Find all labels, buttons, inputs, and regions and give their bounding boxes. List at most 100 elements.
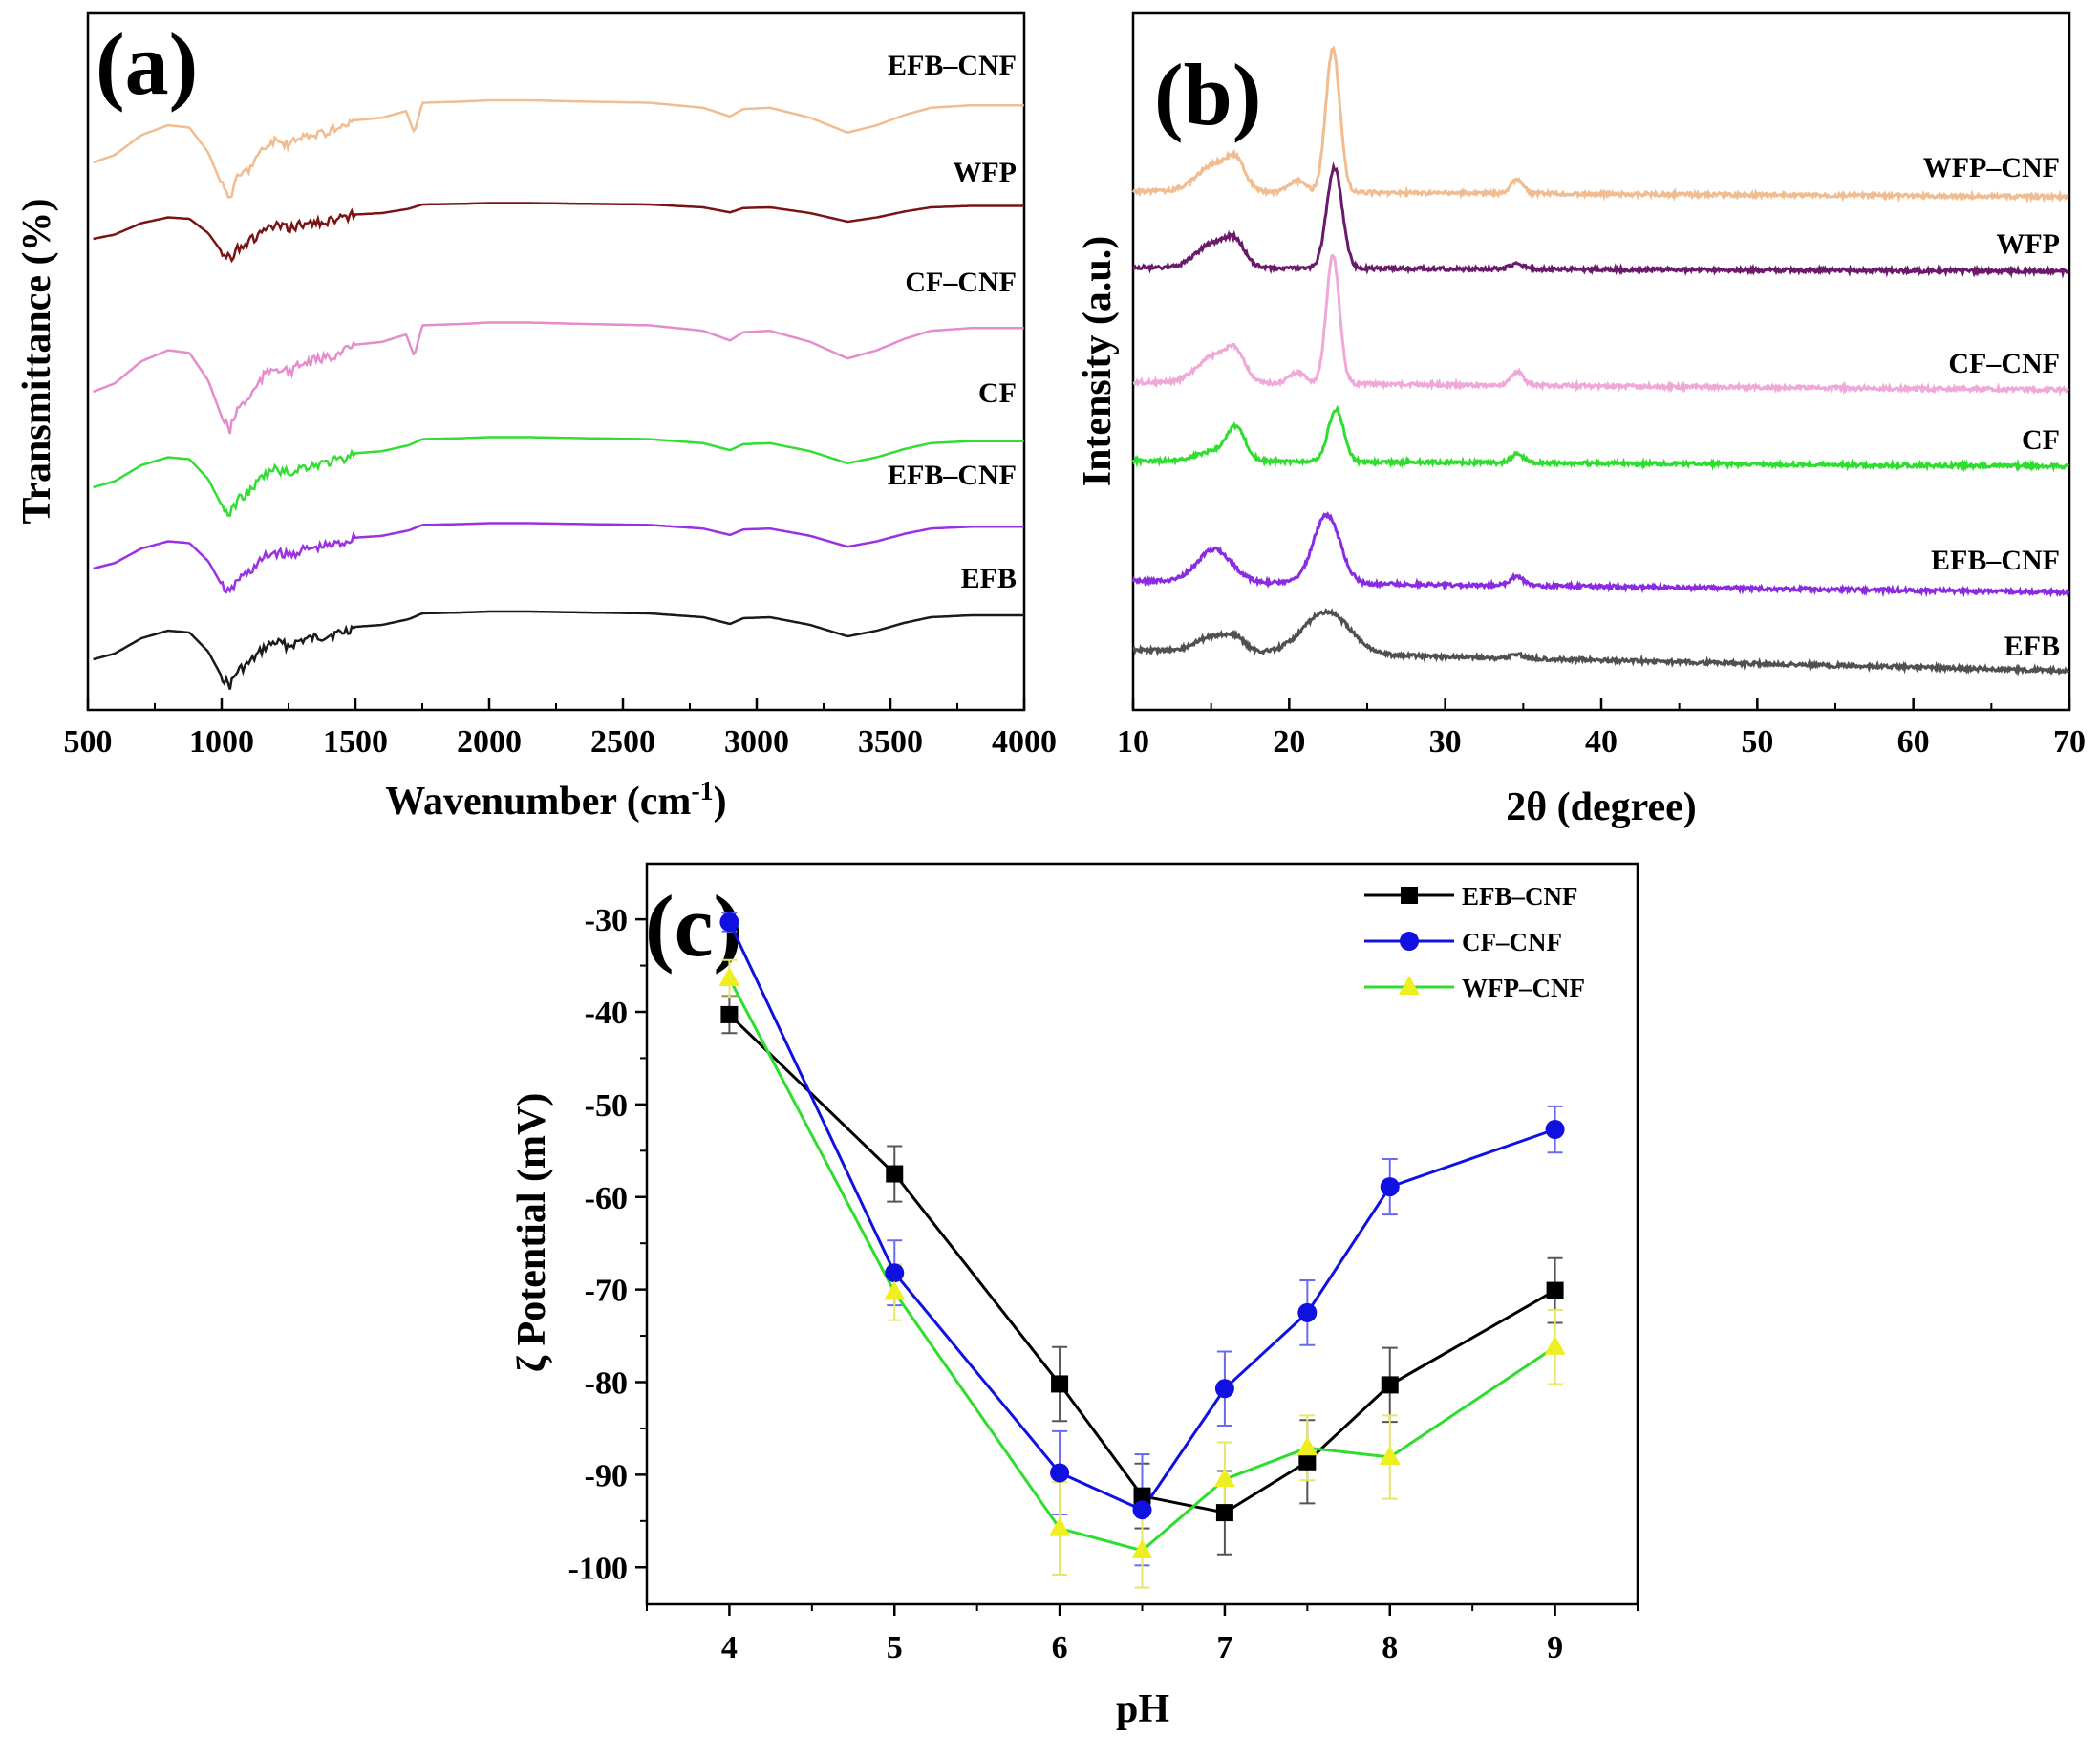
xrd-panel-label: (b): [1154, 46, 1261, 143]
zeta-point-wfp-cnf: [1296, 1436, 1318, 1456]
legend-label-efb-cnf: EFB–CNF: [1462, 882, 1578, 911]
zeta-point-efb-cnf: [1546, 1281, 1564, 1299]
zeta-x-axis-title: pH: [1116, 1687, 1169, 1731]
zeta-point-cf-cnf: [1297, 1302, 1318, 1322]
zeta-line-wfp-cnf: [728, 977, 1556, 1553]
zeta-point-wfp-cnf: [884, 1280, 906, 1300]
zeta-y-axis-title: ζ Potential (mV): [510, 1093, 554, 1373]
zeta-x-tick-label: 9: [1547, 1630, 1563, 1665]
xrd-trace-efb-cnf: [1131, 511, 2070, 598]
zeta-y-tick-label: -40: [585, 996, 628, 1031]
ftir-label-efb: EFB: [961, 563, 1017, 594]
zeta-point-efb-cnf: [1298, 1452, 1317, 1471]
xrd-trace-wfp-cnf: [1131, 45, 2069, 204]
ftir-x-tick-label: 2000: [457, 724, 522, 760]
ftir-trace-cf-cnf: [93, 321, 1024, 435]
zeta-x-tick-label: 6: [1052, 1630, 1068, 1665]
xrd-label-wfp: WFP: [1996, 228, 2060, 260]
zeta-point-cf-cnf: [1545, 1120, 1565, 1140]
zeta-y-tick-label: -30: [585, 903, 628, 938]
zeta-point-cf-cnf: [1380, 1177, 1400, 1197]
xrd-trace-cf-cnf: [1132, 253, 2069, 397]
xrd-plot-frame: [1131, 11, 2071, 712]
ftir-x-tick-label: 500: [64, 724, 113, 760]
zeta-point-wfp-cnf: [1213, 1468, 1235, 1488]
zeta-point-cf-cnf: [1132, 1500, 1152, 1520]
ftir-panel: (a) EFB EFB–CNF CF CF–CNF WFP EFB–CNF 50…: [15, 11, 1057, 825]
xrd-x-tick-label: 20: [1273, 724, 1305, 760]
xrd-x-tick-label: 40: [1585, 724, 1618, 760]
ftir-xlabel-main: Wavenumber (cm: [385, 780, 691, 824]
ftir-trace-efb-cnf: [93, 522, 1024, 594]
ftir-trace-efb-cnf-top: [93, 98, 1024, 199]
ftir-x-tick-label: 2500: [590, 724, 655, 760]
ftir-x-ticks: 500 1000 1500 2000 2500 3000 3500 4000: [64, 698, 1057, 760]
zeta-point-efb-cnf: [1051, 1375, 1069, 1393]
ftir-trace-efb: [93, 610, 1024, 690]
legend-marker-wfp-cnf: [1399, 976, 1420, 995]
zeta-point-efb-cnf: [1215, 1504, 1233, 1522]
ftir-x-axis-title: Wavenumber (cm-1): [385, 777, 726, 825]
xrd-trace-cf: [1131, 404, 2070, 473]
ftir-plot-frame: [86, 11, 1026, 712]
zeta-point-efb-cnf: [886, 1165, 904, 1183]
ftir-label-efb-cnf-top: EFB–CNF: [888, 50, 1017, 81]
legend-label-cf-cnf: CF–CNF: [1462, 928, 1562, 956]
xrd-patterns: [1131, 45, 2070, 677]
zeta-point-cf-cnf: [1214, 1379, 1234, 1399]
ftir-x-tick-label: 3000: [724, 724, 789, 760]
zeta-legend: EFB–CNF CF–CNF WFP–CNF: [1364, 882, 1585, 1002]
ftir-label-efb-cnf: EFB–CNF: [888, 460, 1017, 491]
zeta-point-cf-cnf: [1050, 1463, 1070, 1483]
zeta-point-wfp-cnf: [1049, 1516, 1071, 1536]
zeta-y-tick-label: -100: [568, 1551, 628, 1586]
zeta-markers: [718, 912, 1566, 1558]
zeta-y-tick-label: -50: [585, 1088, 628, 1124]
zeta-y-tick-label: -60: [585, 1181, 628, 1216]
zeta-point-wfp-cnf: [1131, 1538, 1153, 1558]
zeta-panel: (c) 4 5 6 7 8 9-30-40-50-60-70-80-90-100 EFB–…: [510, 862, 1639, 1731]
zeta-point-efb-cnf: [720, 1005, 739, 1023]
zeta-point-cf-cnf: [885, 1263, 905, 1283]
legend-label-wfp-cnf: WFP–CNF: [1462, 974, 1585, 1002]
xrd-panel: (b) EFB EFB–CNF CF CF–CNF WFP WFP–CNF 10…: [1076, 11, 2086, 829]
zeta-series-lines: [728, 921, 1556, 1553]
xrd-label-cf-cnf: CF–CNF: [1948, 348, 2060, 379]
zeta-error-bars: [721, 912, 1563, 1589]
zeta-line-efb-cnf: [728, 1013, 1556, 1514]
ftir-x-tick-label: 1500: [323, 724, 388, 760]
ftir-xlabel-end: ): [714, 780, 727, 824]
xrd-x-tick-label: 10: [1117, 724, 1149, 760]
zeta-point-wfp-cnf: [1544, 1335, 1566, 1355]
ftir-xlabel-sup: -1: [691, 777, 713, 806]
zeta-axis-ticks: 4 5 6 7 8 9 -30 -40 -50 -60 -70 -80 -90 -100: [568, 903, 1639, 1665]
ftir-series-labels: EFB EFB–CNF CF CF–CNF WFP EFB–CNF: [888, 50, 1017, 594]
zeta-x-tick-label: 8: [1382, 1630, 1398, 1665]
ftir-spectra: [93, 98, 1024, 690]
xrd-trace-wfp: [1131, 161, 2069, 279]
xrd-x-tick-label: 30: [1429, 724, 1462, 760]
xrd-y-axis-title: Intensity (a.u.): [1076, 236, 1120, 487]
ftir-x-tick-label: 3500: [858, 724, 923, 760]
zeta-point-efb-cnf: [1381, 1376, 1399, 1394]
ftir-label-cf: CF: [978, 377, 1017, 409]
zeta-y-tick-label: -70: [585, 1274, 628, 1309]
xrd-label-cf: CF: [2022, 424, 2060, 456]
xrd-label-efb-cnf: EFB–CNF: [1931, 545, 2060, 576]
zeta-y-tick-label: -90: [585, 1458, 628, 1493]
zeta-line-cf-cnf: [728, 921, 1556, 1513]
xrd-x-ticks: 10 20 30 40 50 60 70: [1117, 698, 2086, 760]
xrd-label-wfp-cnf: WFP–CNF: [1923, 152, 2060, 183]
zeta-y-tick-label: -80: [585, 1366, 628, 1402]
xrd-x-axis-title: 2θ (degree): [1506, 785, 1697, 829]
zeta-x-tick-label: 5: [887, 1630, 903, 1665]
zeta-x-tick-label: 4: [721, 1630, 738, 1665]
xrd-label-efb: EFB: [2004, 631, 2060, 662]
ftir-label-wfp: WFP: [953, 157, 1017, 188]
ftir-panel-label: (a): [96, 15, 198, 113]
ftir-trace-cf: [93, 436, 1024, 517]
zeta-point-wfp-cnf: [1379, 1445, 1401, 1465]
ftir-y-axis-title: Transmittance (%): [15, 199, 59, 525]
ftir-x-tick-label: 4000: [992, 724, 1057, 760]
